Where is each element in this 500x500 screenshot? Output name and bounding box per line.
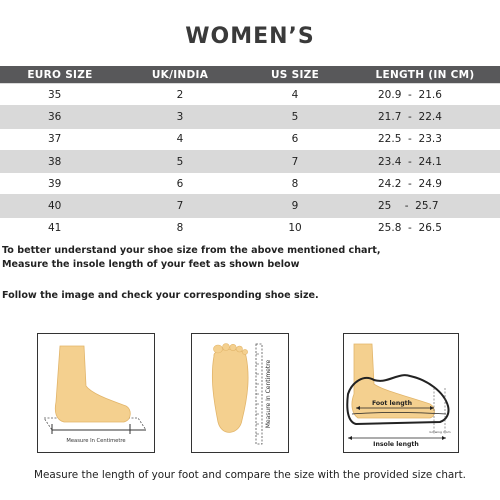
side-measure-label: Measure In Centimetre	[66, 438, 125, 444]
top-measure-label: Measure In Centimetre	[265, 359, 272, 428]
shoe-outline-icon	[346, 374, 450, 426]
table-row: 35 2 4 20.9 - 21.6	[0, 82, 500, 106]
cell-uk: 2	[120, 82, 240, 106]
cell-euro: 40	[0, 194, 120, 218]
top-foot-illustration: Measure In Centimetre	[211, 343, 272, 445]
cell-us: 7	[240, 149, 350, 173]
cell-euro: 39	[0, 172, 120, 195]
cell-euro: 41	[0, 216, 120, 240]
side-view-panel: Measure In Centimetre	[37, 333, 155, 453]
instruction-line-2: Measure the insole length of your feet a…	[2, 259, 300, 270]
shoe-view-panel: Foot length Growing room Insole length	[343, 333, 459, 453]
header-uk-india: UK/INDIA	[120, 66, 240, 84]
cell-us: 8	[240, 172, 350, 195]
table-row: 39 6 8 24.2 - 24.9	[0, 172, 500, 195]
page-title: WOMEN’S	[185, 24, 315, 49]
cell-us: 6	[240, 127, 350, 151]
foot-in-shoe-icon	[351, 343, 435, 419]
cell-euro: 35	[0, 82, 120, 106]
insole-length-arrow	[348, 436, 446, 440]
ruler-icon	[255, 343, 263, 445]
table-header-row: EURO SIZE UK/INDIA US SIZE LENGTH (IN CM…	[0, 66, 500, 84]
cell-uk: 8	[120, 216, 240, 240]
cell-euro: 37	[0, 127, 120, 151]
table-row: 38 5 7 23.4 - 24.1	[0, 149, 500, 173]
foot-length-label: Foot length	[372, 400, 412, 407]
insole-length-label: Insole length	[373, 441, 419, 448]
shoe-foot-illustration: Foot length Growing room Insole length	[346, 343, 451, 448]
header-length: LENGTH (IN CM)	[350, 66, 500, 84]
cell-uk: 5	[120, 149, 240, 173]
growing-room-label: Growing room	[429, 430, 450, 434]
table-row: 41 8 10 25.8 - 26.5	[0, 216, 500, 240]
table-row: 36 3 5 21.7 - 22.4	[0, 105, 500, 129]
cell-uk: 6	[120, 172, 240, 195]
cell-length: 24.2 - 24.9	[350, 172, 500, 195]
instruction-line-1: To better understand your shoe size from…	[2, 245, 381, 256]
table-row: 40 7 9 25 - 25.7	[0, 194, 500, 218]
measure-plate-icon	[43, 417, 147, 434]
foot-side-icon	[54, 345, 131, 423]
cell-uk: 7	[120, 194, 240, 218]
cell-length: 22.5 - 23.3	[350, 127, 500, 151]
cell-us: 9	[240, 194, 350, 218]
header-us-size: US SIZE	[240, 66, 350, 84]
top-view-panel: Measure In Centimetre	[191, 333, 289, 453]
cell-us: 10	[240, 216, 350, 240]
cell-uk: 3	[120, 105, 240, 129]
cell-length: 21.7 - 22.4	[350, 105, 500, 129]
foot-top-icon	[211, 348, 249, 433]
cell-uk: 4	[120, 127, 240, 151]
cell-euro: 36	[0, 105, 120, 129]
cell-length: 25.8 - 26.5	[350, 216, 500, 240]
header-euro-size: EURO SIZE	[0, 66, 120, 84]
size-chart-table: EURO SIZE UK/INDIA US SIZE LENGTH (IN CM…	[0, 66, 500, 240]
side-foot-illustration: Measure In Centimetre	[43, 345, 147, 444]
cell-us: 4	[240, 82, 350, 106]
instruction-line-3: Follow the image and check your correspo…	[2, 290, 319, 301]
cell-length: 23.4 - 24.1	[350, 149, 500, 173]
cell-euro: 38	[0, 149, 120, 173]
cell-us: 5	[240, 105, 350, 129]
table-row: 37 4 6 22.5 - 23.3	[0, 127, 500, 151]
cell-length: 20.9 - 21.6	[350, 82, 500, 106]
foot-length-arrow	[356, 406, 434, 410]
cell-length: 25 - 25.7	[350, 194, 500, 218]
footer-instruction: Measure the length of your foot and comp…	[34, 469, 466, 481]
